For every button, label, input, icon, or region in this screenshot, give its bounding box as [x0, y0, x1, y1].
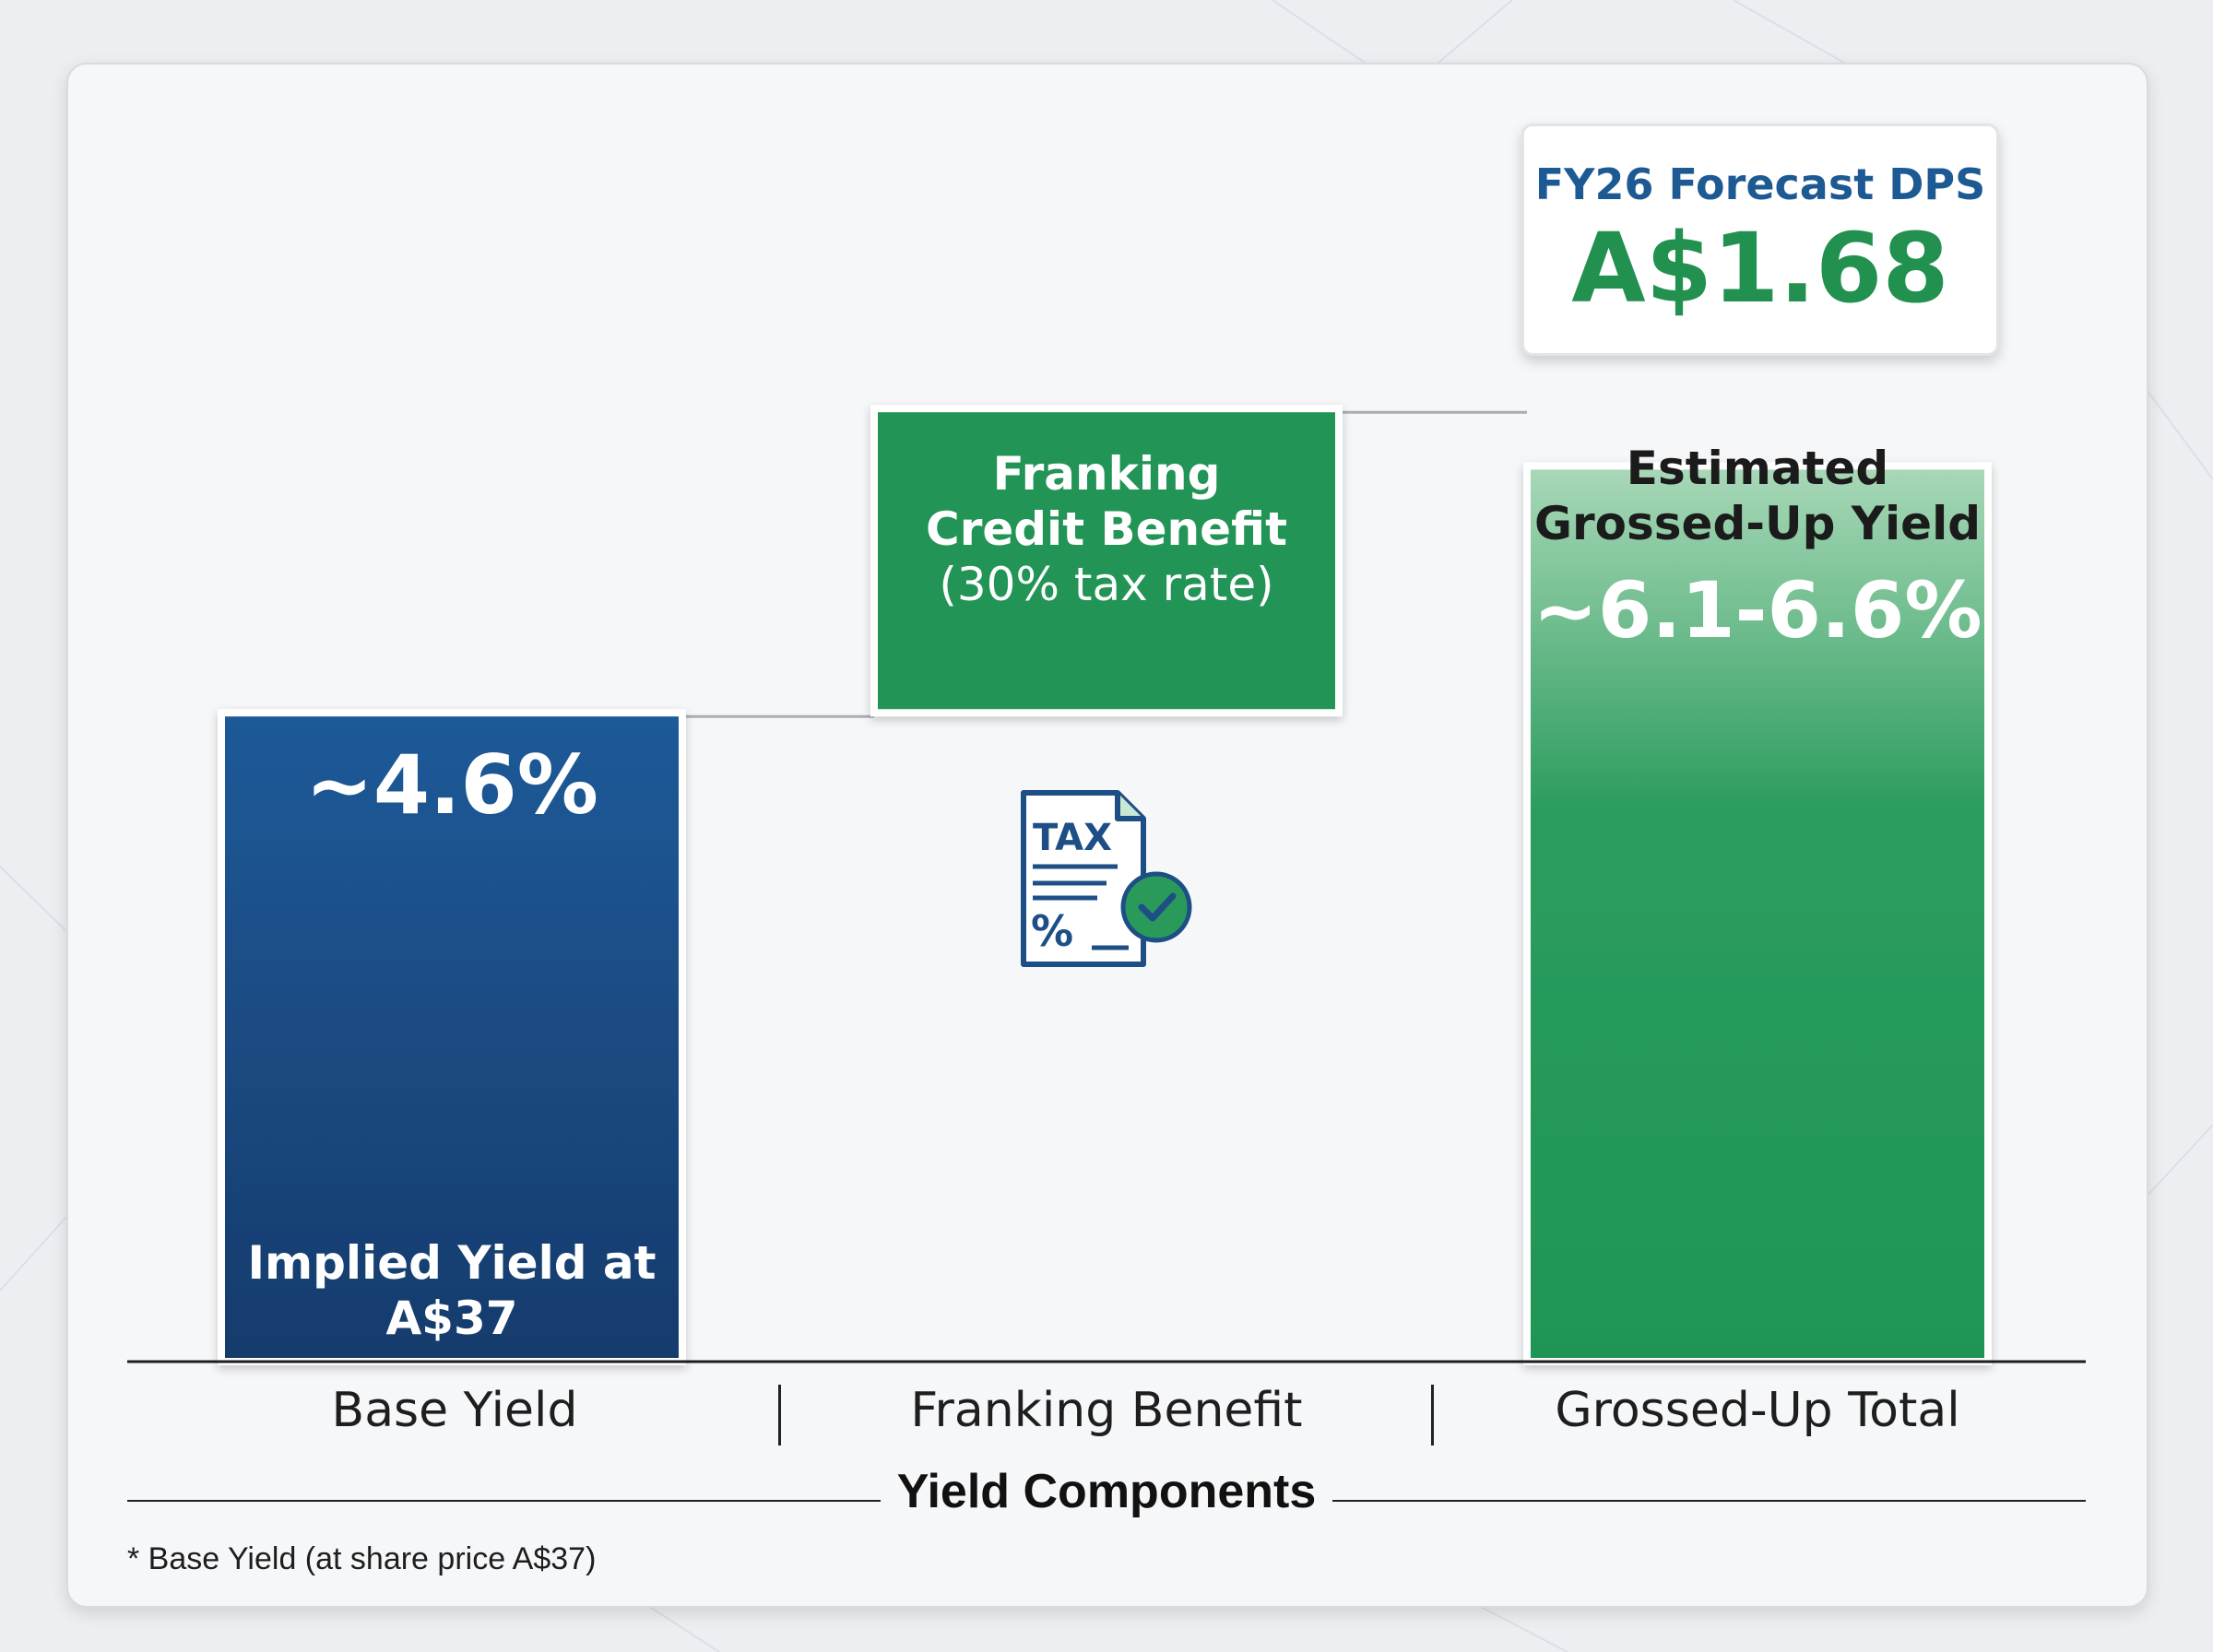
category-label-franking: Franking Benefit: [910, 1383, 1303, 1438]
bar-base-yield: [218, 709, 686, 1365]
svg-text:%: %: [1031, 906, 1073, 956]
x-axis-title: Yield Components: [896, 1465, 1317, 1518]
category-separator: [1431, 1385, 1434, 1446]
grossed-up-label: Estimated Grossed-Up Yield: [1533, 442, 1981, 550]
svg-text:TAX: TAX: [1033, 817, 1112, 859]
connector-lines: [682, 410, 1527, 718]
footnote: * Base Yield (at share price A$37): [127, 1541, 597, 1576]
base-yield-label: Implied Yield at A$37: [247, 1236, 657, 1345]
bars-group: [218, 405, 1992, 1365]
franking-benefit-label: Franking Credit Benefit (30% tax rate): [926, 447, 1287, 611]
base-yield-value: ~4.6%: [305, 738, 598, 832]
dps-title: FY26 Forecast DPS: [1534, 159, 1986, 209]
dps-value: A$1.68: [1571, 212, 1949, 324]
tax-document-check-icon: TAX %: [1021, 790, 1192, 967]
category-label-total: Grossed-Up Total: [1555, 1383, 1960, 1438]
bar-franking-benefit: [870, 405, 1343, 717]
dps-callout: FY26 Forecast DPS A$1.68: [1521, 124, 1999, 356]
category-label-base: Base Yield: [331, 1383, 578, 1438]
category-separator: [778, 1385, 781, 1446]
bar-grossed-up-total: [1523, 462, 1992, 1365]
grossed-up-value: ~6.1-6.6%: [1533, 565, 1982, 655]
